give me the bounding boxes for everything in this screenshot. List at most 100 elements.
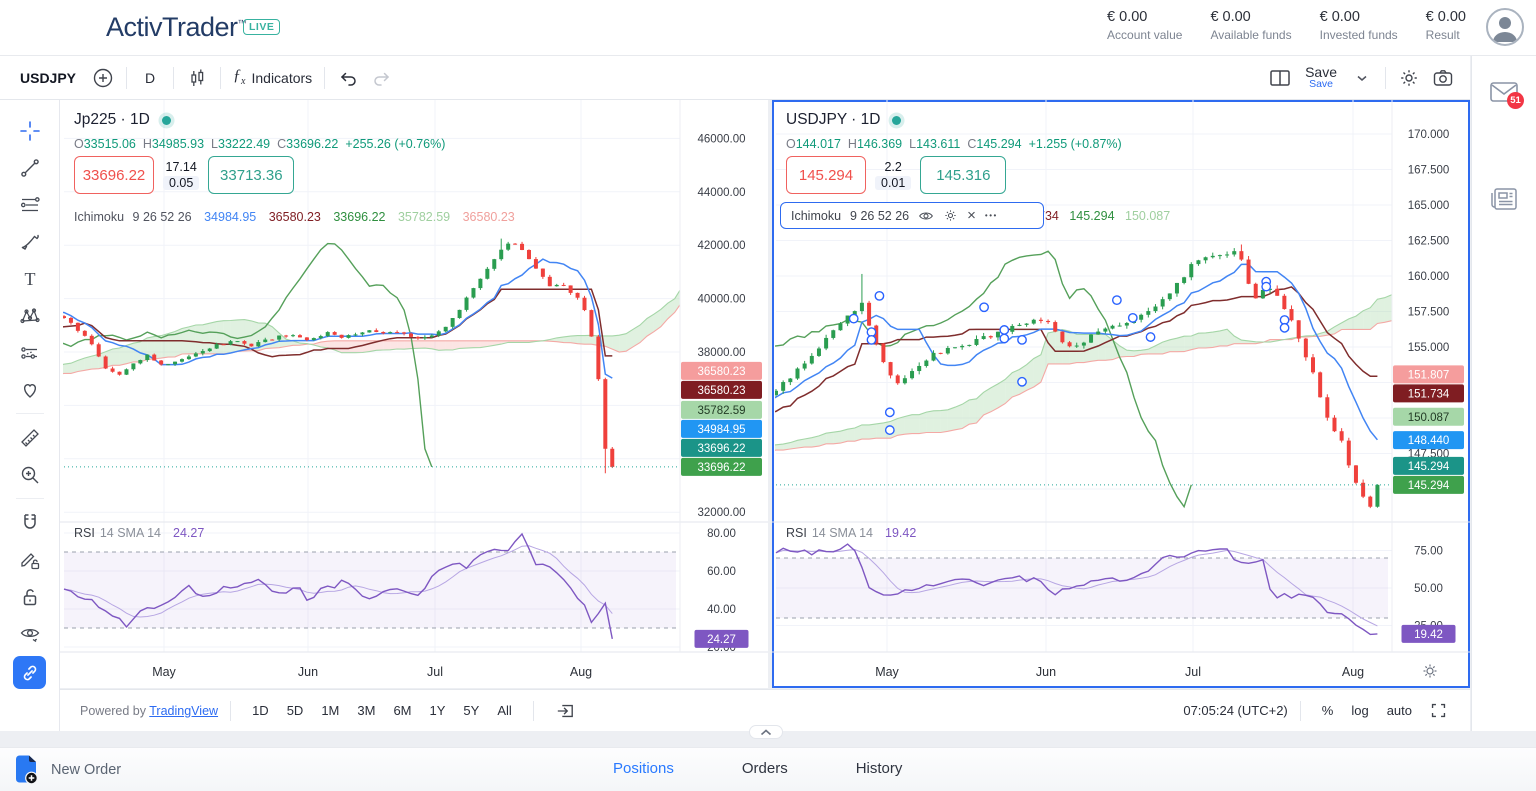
fx-icon: ƒx xyxy=(233,67,246,88)
jp225-price-chart[interactable]: 46000.00 44000.00 42000.00 40000.00 38000.00… xyxy=(60,100,768,688)
drawing-mode-tool[interactable] xyxy=(12,541,48,578)
spread-info: 17.14 0.05 xyxy=(163,160,200,190)
chart-bottom-toolbar: Powered by TradingView 1D 5D 1M 3M 6M 1Y… xyxy=(60,689,1470,731)
svg-text:151.807: 151.807 xyxy=(1408,369,1450,381)
svg-text:T: T xyxy=(24,269,35,289)
magnet-tool[interactable] xyxy=(12,504,48,541)
symbol-search-button[interactable]: USDJPY xyxy=(20,69,77,86)
indicator-value: 150.087 xyxy=(1125,209,1171,223)
eye-icon xyxy=(919,211,934,220)
chart-toolbar: USDJPY D ƒx Indicators Sav xyxy=(0,56,1470,100)
emoji-tool[interactable] xyxy=(12,371,48,408)
range-3m[interactable]: 3M xyxy=(357,703,376,718)
svg-text:May: May xyxy=(152,665,176,679)
new-order-button[interactable]: New Order xyxy=(14,754,121,785)
range-5d[interactable]: 5D xyxy=(286,703,304,718)
pencil-lock-icon xyxy=(20,552,39,569)
user-avatar-button[interactable] xyxy=(1486,8,1524,46)
chart-panel-usdjpy-selected: 170.000 167.500 165.000 162.500 160.000 157.5… xyxy=(772,100,1470,688)
svg-text:Jun: Jun xyxy=(298,665,318,679)
auto-scale-button[interactable]: auto xyxy=(1386,703,1412,718)
xabcd-pattern-tool[interactable] xyxy=(12,297,48,334)
expand-positions-panel-button[interactable] xyxy=(749,725,783,739)
percent-scale-button[interactable]: % xyxy=(1321,703,1334,718)
layout-button[interactable] xyxy=(1263,62,1297,94)
clock-timezone-button[interactable]: 07:05:24 (UTC+2) xyxy=(1183,703,1288,718)
indicator-remove-button[interactable]: × xyxy=(967,207,976,224)
rsi-legend: RSI 14 SMA 14 19.42 xyxy=(786,526,917,540)
indicator-settings-button[interactable] xyxy=(943,208,958,223)
fullscreen-icon xyxy=(1431,703,1446,718)
divider xyxy=(15,498,44,499)
redo-button[interactable] xyxy=(365,62,399,94)
log-scale-button[interactable]: log xyxy=(1351,703,1369,718)
undo-icon xyxy=(341,72,356,86)
account-stats: € 0.00 Account value € 0.00 Available fu… xyxy=(1107,9,1466,42)
tab-history[interactable]: History xyxy=(855,760,903,777)
drawing-tools-sidebar: T xyxy=(0,100,60,731)
gear-icon xyxy=(945,210,956,221)
brush-tool[interactable] xyxy=(12,223,48,260)
sell-button[interactable]: 33696.22 xyxy=(74,156,154,194)
long-position-icon xyxy=(20,346,37,359)
divider xyxy=(173,66,175,89)
crosshair-tool[interactable] xyxy=(12,112,48,149)
indicator-more-button[interactable]: ••• xyxy=(984,211,998,220)
divider xyxy=(532,700,534,721)
range-5y[interactable]: 5Y xyxy=(463,703,480,718)
hide-all-drawings-tool[interactable] xyxy=(12,615,48,652)
lock-open-icon xyxy=(23,588,36,605)
text-icon: T xyxy=(24,269,35,289)
trend-line-tool[interactable] xyxy=(12,149,48,186)
live-badge: LIVE xyxy=(243,19,281,35)
newspaper-icon xyxy=(1491,188,1517,210)
gear-icon xyxy=(1401,69,1417,86)
text-tool[interactable]: T xyxy=(12,260,48,297)
zoom-in-tool[interactable] xyxy=(12,456,48,493)
magnet-icon xyxy=(23,513,36,529)
fullscreen-button[interactable] xyxy=(1421,698,1456,723)
chart-settings-button[interactable] xyxy=(1392,62,1426,94)
tradingview-link[interactable]: TradingView xyxy=(149,703,219,718)
compare-add-symbol-button[interactable] xyxy=(86,62,120,94)
range-1d[interactable]: 1D xyxy=(252,703,269,718)
news-button[interactable] xyxy=(1489,186,1519,212)
svg-text:35782.59: 35782.59 xyxy=(698,405,746,417)
range-all[interactable]: All xyxy=(497,703,512,718)
go-to-date-button[interactable] xyxy=(546,698,584,724)
svg-text:36580.23: 36580.23 xyxy=(698,385,746,397)
svg-text:33696.22: 33696.22 xyxy=(698,443,746,455)
chart-style-button[interactable] xyxy=(180,62,214,94)
quote-widget: 145.294 2.2 0.01 145.316 xyxy=(786,156,1007,194)
divider xyxy=(230,700,232,721)
range-1m[interactable]: 1M xyxy=(321,703,340,718)
usdjpy-price-chart[interactable]: 170.000 167.500 165.000 162.500 160.000 157.5… xyxy=(772,100,1470,688)
lock-all-drawings-tool[interactable] xyxy=(12,578,48,615)
screenshot-button[interactable] xyxy=(1426,62,1460,94)
buy-button[interactable]: 145.316 xyxy=(920,156,1007,194)
indicator-visibility-button[interactable] xyxy=(918,209,934,223)
interval-button[interactable]: D xyxy=(144,69,156,86)
plus-circle-icon xyxy=(93,68,113,87)
svg-text:24.27: 24.27 xyxy=(707,634,736,646)
svg-text:155.000: 155.000 xyxy=(1408,342,1450,354)
range-1y[interactable]: 1Y xyxy=(429,703,446,718)
indicators-button[interactable]: ƒx Indicators xyxy=(233,67,313,88)
tab-orders[interactable]: Orders xyxy=(741,760,788,777)
quote-widget: 33696.22 17.14 0.05 33713.36 xyxy=(74,156,295,194)
tab-positions[interactable]: Positions xyxy=(613,760,674,777)
buy-button[interactable]: 33713.36 xyxy=(208,156,295,194)
person-icon xyxy=(1493,17,1517,42)
divider xyxy=(220,66,222,89)
undo-button[interactable] xyxy=(331,62,365,94)
range-6m[interactable]: 6M xyxy=(393,703,412,718)
sync-drawings-tool[interactable] xyxy=(13,656,46,689)
long-position-tool[interactable] xyxy=(12,334,48,371)
inbox-button[interactable]: 51 xyxy=(1489,80,1524,109)
stat-account-value: € 0.00 Account value xyxy=(1107,9,1183,42)
save-menu-caret[interactable] xyxy=(1345,62,1379,94)
fib-retracement-tool[interactable] xyxy=(12,186,48,223)
save-button[interactable]: Save Save xyxy=(1305,63,1337,91)
measure-tool[interactable] xyxy=(12,419,48,456)
sell-button[interactable]: 145.294 xyxy=(786,156,866,194)
